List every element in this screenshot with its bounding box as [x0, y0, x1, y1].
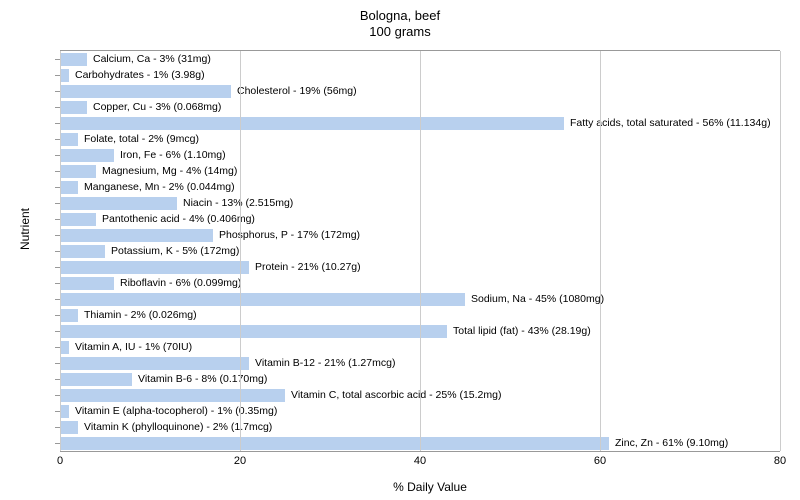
bar — [60, 213, 96, 226]
nutrient-chart: Bologna, beef 100 grams Nutrient Calcium… — [0, 0, 800, 500]
bar — [60, 309, 78, 322]
bar-label: Folate, total - 2% (9mcg) — [84, 133, 199, 146]
bar — [60, 229, 213, 242]
x-tick-label: 0 — [57, 455, 63, 467]
chart-title-line1: Bologna, beef — [0, 8, 800, 23]
bar-label: Pantothenic acid - 4% (0.406mg) — [102, 213, 255, 226]
gridline — [420, 51, 421, 451]
x-axis-label: % Daily Value — [30, 480, 800, 494]
bar-label: Vitamin E (alpha-tocopherol) - 1% (0.35m… — [75, 405, 277, 418]
bar — [60, 389, 285, 402]
bar-label: Calcium, Ca - 3% (31mg) — [93, 53, 211, 66]
bar-label: Thiamin - 2% (0.026mg) — [84, 309, 197, 322]
bar — [60, 165, 96, 178]
bar-label: Protein - 21% (10.27g) — [255, 261, 361, 274]
bar — [60, 69, 69, 82]
bar — [60, 277, 114, 290]
bar — [60, 421, 78, 434]
bar — [60, 437, 609, 450]
bar — [60, 293, 465, 306]
bar — [60, 181, 78, 194]
bar-label: Magnesium, Mg - 4% (14mg) — [102, 165, 237, 178]
gridline — [780, 51, 781, 451]
bar — [60, 325, 447, 338]
bar — [60, 341, 69, 354]
bar-label: Total lipid (fat) - 43% (28.19g) — [453, 325, 591, 338]
y-axis-label: Nutrient — [18, 208, 32, 250]
bar — [60, 53, 87, 66]
bar-label: Zinc, Zn - 61% (9.10mg) — [615, 437, 728, 450]
bar-label: Vitamin B-12 - 21% (1.27mcg) — [255, 357, 395, 370]
bar — [60, 117, 564, 130]
bar-label: Potassium, K - 5% (172mg) — [111, 245, 239, 258]
bar — [60, 261, 249, 274]
bar-label: Cholesterol - 19% (56mg) — [237, 85, 357, 98]
bar-label: Niacin - 13% (2.515mg) — [183, 197, 293, 210]
bar — [60, 357, 249, 370]
bar — [60, 149, 114, 162]
bar-label: Copper, Cu - 3% (0.068mg) — [93, 101, 221, 114]
x-tick-label: 40 — [414, 455, 426, 467]
x-tick-label: 20 — [234, 455, 246, 467]
bar-label: Carbohydrates - 1% (3.98g) — [75, 69, 205, 82]
gridline — [240, 51, 241, 451]
x-tick-label: 60 — [594, 455, 606, 467]
bar — [60, 197, 177, 210]
chart-title-line2: 100 grams — [0, 24, 800, 39]
bar — [60, 133, 78, 146]
x-tick-label: 80 — [774, 455, 786, 467]
bar-label: Iron, Fe - 6% (1.10mg) — [120, 149, 226, 162]
bar-label: Sodium, Na - 45% (1080mg) — [471, 293, 604, 306]
gridline — [600, 51, 601, 451]
bar-label: Vitamin K (phylloquinone) - 2% (1.7mcg) — [84, 421, 272, 434]
gridline — [60, 51, 61, 451]
bar-label: Manganese, Mn - 2% (0.044mg) — [84, 181, 235, 194]
bar — [60, 405, 69, 418]
bar-label: Vitamin A, IU - 1% (70IU) — [75, 341, 192, 354]
plot-area: Calcium, Ca - 3% (31mg) Carbohydrates - 1… — [60, 50, 780, 452]
bar-label: Vitamin B-6 - 8% (0.170mg) — [138, 373, 267, 386]
bar-label: Vitamin C, total ascorbic acid - 25% (15… — [291, 389, 501, 402]
bar — [60, 245, 105, 258]
bar — [60, 85, 231, 98]
bar-label: Riboflavin - 6% (0.099mg) — [120, 277, 241, 290]
bar — [60, 373, 132, 386]
bar — [60, 101, 87, 114]
